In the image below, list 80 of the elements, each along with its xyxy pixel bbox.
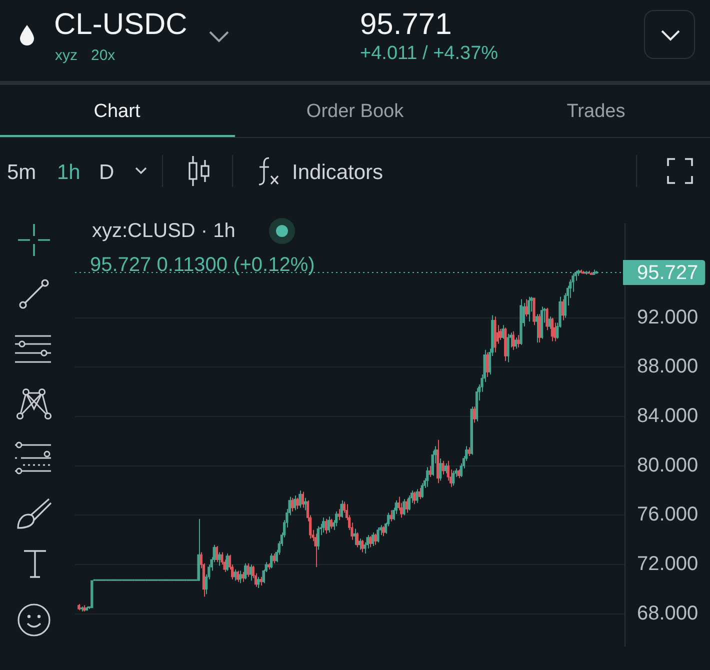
candlestick — [535, 314, 538, 343]
y-tick-label: 68.000 — [637, 602, 698, 624]
candlestick — [301, 491, 304, 508]
candlestick — [452, 470, 455, 486]
candlestick — [472, 406, 476, 424]
y-tick-label: 76.000 — [637, 504, 698, 526]
annotation: xyz:CLUSD · 1h — [92, 219, 236, 243]
y-tick-label: 72.000 — [637, 553, 698, 576]
text: Order Book — [306, 101, 404, 124]
candlestick — [236, 570, 239, 582]
candlestick — [548, 316, 551, 330]
candlestick — [366, 534, 369, 550]
candlestick — [546, 307, 548, 331]
candlestick — [368, 536, 372, 548]
candlestick — [402, 498, 406, 516]
candlestick — [498, 328, 502, 340]
annotation: 95.727 0.11300 (+0.12%) — [90, 253, 315, 277]
candlestick — [376, 527, 380, 543]
candlestick — [439, 458, 442, 482]
y-tick-label: 92.000 — [637, 306, 698, 328]
candlestick — [524, 298, 528, 318]
ref-line-label: 95.727 — [637, 262, 698, 284]
candlestick — [374, 533, 377, 546]
candlestick — [340, 500, 343, 518]
chart-title: CL-USDC — [54, 7, 188, 43]
candlestick — [327, 516, 330, 533]
candlestick — [413, 491, 416, 505]
candlestick — [244, 562, 247, 580]
candlestick — [371, 532, 374, 547]
text: Indicators — [292, 160, 384, 186]
candlestick — [335, 511, 338, 527]
candlestick — [241, 571, 244, 582]
y-tick-label: 88.000 — [637, 356, 698, 378]
candlestick — [486, 352, 489, 378]
candlestick — [293, 494, 296, 511]
candlestick — [314, 533, 317, 568]
candlestick — [246, 562, 250, 578]
candlestick — [428, 465, 432, 478]
candlestick — [324, 518, 328, 534]
candlestick — [215, 546, 218, 563]
candlestick — [322, 517, 325, 533]
candlestick — [382, 526, 384, 537]
candlestick — [238, 570, 242, 584]
text: 95.771 — [360, 7, 452, 43]
candlestick — [418, 488, 421, 500]
candlestick — [550, 317, 554, 342]
candlestick — [405, 498, 408, 514]
candlestick — [272, 552, 276, 564]
text: Trades — [566, 101, 626, 124]
text: 1h — [57, 160, 80, 186]
candlestick — [249, 564, 252, 582]
text: 20x — [91, 47, 116, 65]
candlestick — [527, 296, 530, 322]
y-tick-label: 80.000 — [637, 454, 698, 476]
candlestick — [298, 490, 302, 508]
candlestick — [561, 298, 564, 321]
candlestick — [338, 508, 340, 521]
candlestick — [361, 539, 364, 553]
candlestick — [514, 337, 518, 350]
candlestick — [444, 462, 447, 474]
text: xyz — [55, 47, 78, 65]
candlestick — [426, 466, 429, 488]
candlestick — [517, 334, 520, 348]
text: D — [99, 160, 114, 186]
candlestick — [538, 314, 541, 343]
text: 5m — [7, 160, 36, 186]
candlestick — [506, 333, 510, 363]
candlestick — [408, 494, 410, 511]
candlestick — [218, 552, 221, 566]
candlestick — [257, 576, 260, 589]
candlestick — [226, 552, 228, 572]
candlestick — [512, 330, 515, 350]
candlestick — [553, 322, 556, 342]
text: +4.011 / +4.37% — [360, 43, 498, 66]
candlestick — [442, 460, 444, 475]
text: Chart — [94, 101, 140, 124]
candlestick — [353, 528, 356, 546]
candlestick — [234, 568, 236, 582]
y-tick-label: 84.000 — [637, 405, 698, 428]
candlestick — [416, 488, 418, 504]
